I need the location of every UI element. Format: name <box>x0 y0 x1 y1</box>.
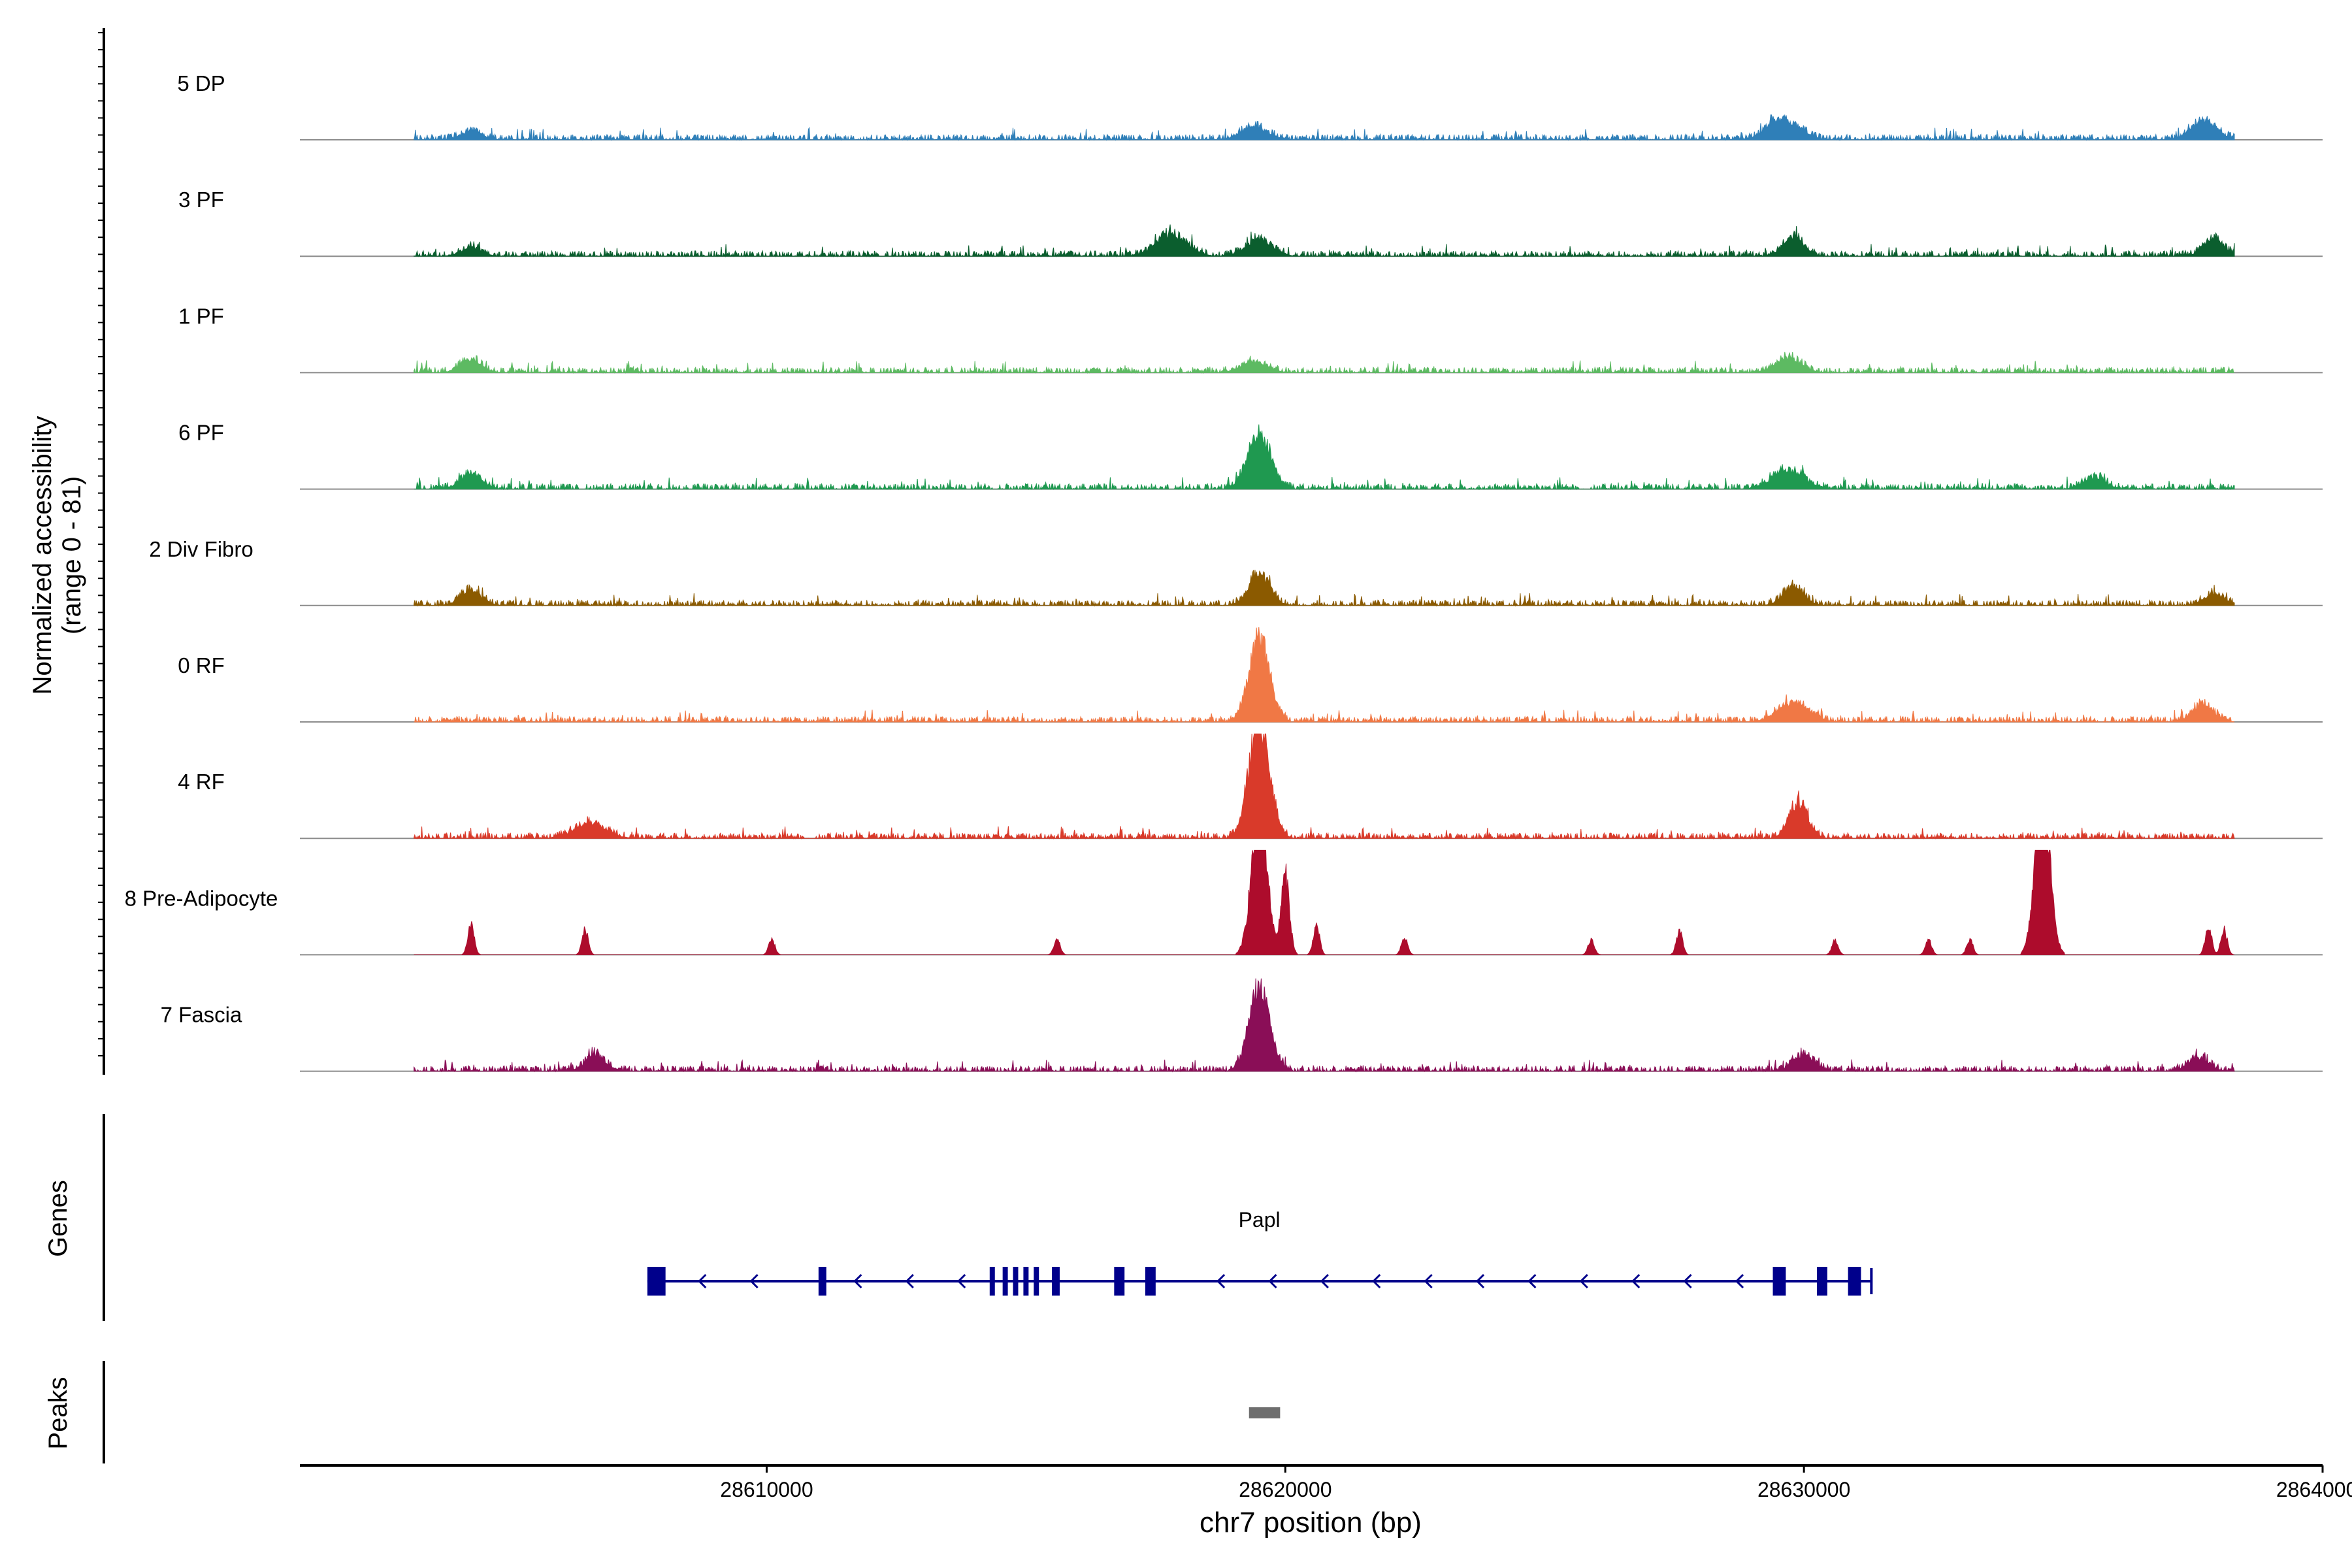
track-1-pf: 1 PF <box>178 304 2323 374</box>
coverage-area <box>414 627 2235 723</box>
track-6-pf: 6 PF <box>178 421 2323 491</box>
gene-exon <box>1052 1267 1060 1296</box>
track-label: 0 RF <box>178 653 225 678</box>
track-label: 4 RF <box>178 770 225 794</box>
coverage-area <box>414 570 2235 607</box>
track-7-fascia: 7 Fascia <box>161 978 2323 1073</box>
track-label: 1 PF <box>178 304 224 328</box>
peak-regions <box>1249 1407 1281 1418</box>
gene-exon <box>647 1267 666 1296</box>
genes-y-label: Genes <box>44 1180 73 1257</box>
gene-exon <box>818 1267 826 1296</box>
coverage-y-ticks <box>98 32 104 1056</box>
strand-arrow <box>957 1273 966 1289</box>
gene-exon <box>1114 1267 1125 1296</box>
track-label: 2 Div Fibro <box>149 537 253 561</box>
coverage-area <box>413 114 2235 141</box>
strand-arrow <box>698 1273 707 1289</box>
strand-arrow <box>905 1273 914 1289</box>
track-3-pf: 3 PF <box>178 188 2323 258</box>
strand-arrow <box>1683 1273 1692 1289</box>
coverage-y-axis <box>98 28 105 1075</box>
coverage-area <box>414 849 2234 955</box>
strand-arrow <box>853 1273 862 1289</box>
track-4-rf: 4 RF <box>178 733 2323 840</box>
coverage-area <box>414 351 2234 374</box>
track-8-pre-adipocyte: 8 Pre-Adipocyte <box>125 849 2323 956</box>
x-axis-ticks: 28610000 28620000 28630000 28640000 <box>720 1465 2352 1501</box>
track-0-rf: 0 RF <box>178 627 2323 723</box>
coverage-area <box>414 224 2235 258</box>
strand-arrow <box>1475 1273 1485 1289</box>
coverage-y-label-line2: (range 0 - 81) <box>57 476 86 634</box>
gene-exon <box>1848 1267 1861 1296</box>
gene-model-papl <box>647 1267 1873 1296</box>
strand-arrow <box>1527 1273 1537 1289</box>
coverage-y-label-line1: Normalized accessibility <box>28 416 57 695</box>
gene-exon <box>1772 1267 1786 1296</box>
track-label: 8 Pre-Adipocyte <box>125 886 278 910</box>
track-label: 5 DP <box>177 71 225 95</box>
strand-arrow <box>1579 1273 1588 1289</box>
strand-arrow <box>1372 1273 1381 1289</box>
peaks-y-label: Peaks <box>44 1377 73 1449</box>
x-tick-label: 28640000 <box>2276 1478 2352 1501</box>
coverage-area <box>414 978 2235 1073</box>
coverage-area <box>414 733 2235 840</box>
strand-arrow <box>1735 1273 1744 1289</box>
gene-exon <box>1034 1267 1039 1296</box>
coverage-tracks: 5 DP 3 PF 1 PF 6 PF 2 Div Fibro 0 RF 4 RF 8 Pre… <box>125 71 2323 1073</box>
gene-exon <box>1817 1267 1827 1296</box>
x-tick-label: 28610000 <box>720 1478 813 1501</box>
strand-arrow <box>1424 1273 1433 1289</box>
strand-arrow <box>1320 1273 1329 1289</box>
gene-name-label: Papl <box>1239 1208 1281 1232</box>
strand-arrow <box>1268 1273 1277 1289</box>
gene-exon <box>1013 1267 1019 1296</box>
coverage-area <box>414 424 2235 491</box>
gene-exon <box>1002 1267 1008 1296</box>
gene-exon <box>1023 1267 1029 1296</box>
track-label: 3 PF <box>178 188 224 212</box>
strand-arrow <box>1631 1273 1641 1289</box>
gene-exon <box>1145 1267 1156 1296</box>
x-axis: 28610000 28620000 28630000 28640000 <box>300 1464 2352 1501</box>
x-tick-label: 28620000 <box>1239 1478 1331 1501</box>
strand-arrow <box>749 1273 759 1289</box>
x-axis-title: chr7 position (bp) <box>1200 1507 1422 1539</box>
x-tick-label: 28630000 <box>1757 1478 1850 1501</box>
track-label: 6 PF <box>178 421 224 445</box>
track-5-dp: 5 DP <box>177 71 2323 141</box>
track-2-div-fibro: 2 Div Fibro <box>149 537 2323 607</box>
peak-region <box>1249 1407 1281 1418</box>
strand-arrow <box>1216 1273 1226 1289</box>
gene-exon <box>989 1267 995 1296</box>
track-label: 7 Fascia <box>161 1003 242 1027</box>
